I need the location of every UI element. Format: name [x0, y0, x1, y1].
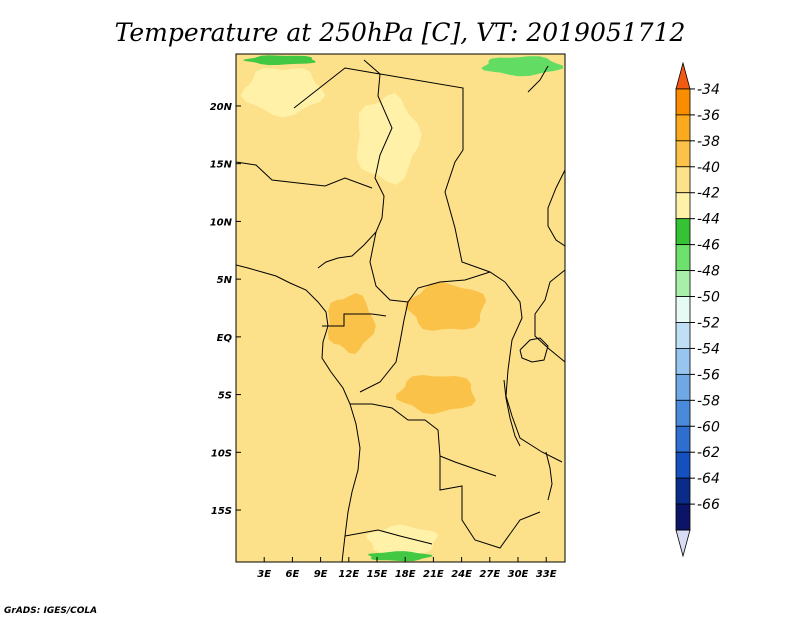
- colorbar-swatch: [675, 529, 691, 558]
- x-tick-label: 6E: [286, 569, 300, 580]
- y-tick-label: 20N: [210, 102, 233, 113]
- border-ethiopia: [547, 169, 565, 247]
- colorbar-label: -38: [697, 134, 720, 150]
- y-tick-label: 15S: [211, 506, 232, 517]
- x-tick-label: 12E: [338, 569, 359, 580]
- colorbar-label: -60: [697, 419, 720, 435]
- lake-tanganyika: [503, 379, 521, 447]
- x-tick-label: 30E: [508, 569, 529, 580]
- border-niger-algeria: [236, 161, 373, 189]
- colorbar-label: -54: [697, 341, 720, 357]
- colorbar-swatch: [675, 244, 691, 271]
- field-region-gabon-cameroon: [327, 293, 376, 354]
- field-region-libya-north: [243, 55, 316, 65]
- y-tick-label: 10N: [210, 217, 233, 228]
- colorbar-swatch: [675, 425, 691, 453]
- colorbar-swatch: [675, 114, 691, 142]
- field-region-congo-basin-north: [405, 281, 487, 331]
- colorbar-label: -58: [697, 393, 720, 409]
- x-tick-label: 9E: [314, 569, 328, 580]
- x-tick-label: 15E: [367, 569, 388, 580]
- colorbar-label: -46: [697, 238, 720, 254]
- x-tick-label: 27E: [479, 569, 500, 580]
- lake-malawi: [545, 451, 553, 501]
- country-borders: [236, 59, 565, 562]
- colorbar-label: -48: [697, 264, 720, 280]
- field-region-egypt-north: [481, 56, 564, 77]
- colorbar-label: -42: [697, 186, 720, 202]
- grads-credit: GrADS: IGES/COLA: [4, 606, 97, 616]
- latitude-axis: 20N 15N 10N 5N EQ 5S 10S 15S: [210, 102, 241, 517]
- colorbar-swatch: [675, 61, 691, 90]
- colorbar-swatch: [675, 399, 691, 427]
- map-frame: [235, 53, 566, 563]
- lake-victoria: [519, 337, 549, 363]
- temperature-field: [240, 55, 564, 562]
- y-tick-label: 5N: [217, 275, 233, 286]
- coastline-west-africa: [236, 264, 361, 562]
- field-region-northern-sahara-west: [240, 68, 326, 118]
- x-tick-label: 3E: [257, 569, 271, 580]
- colorbar-label: -64: [697, 471, 720, 487]
- coast-red-sea: [527, 65, 549, 93]
- field-region-south-africa-north: [368, 551, 433, 562]
- border-congo-drc: [359, 301, 409, 393]
- colorbar-swatch: [675, 503, 691, 531]
- border-angola-drc: [350, 403, 497, 477]
- border-angola-namibia: [344, 529, 433, 545]
- border-chad-sudan: [363, 59, 393, 219]
- colorbar-swatch: [675, 348, 691, 375]
- colorbar-swatch: [675, 373, 691, 401]
- colorbar-swatch: [675, 296, 691, 323]
- colorbar-swatch: [675, 192, 691, 220]
- x-tick-label: 24E: [451, 569, 472, 580]
- colorbar-swatch: [675, 88, 691, 116]
- colorbar-swatch: [675, 451, 691, 479]
- longitude-axis: 3E 6E 9E 12E 15E 18E 21E 24E 27E 30E 33E: [257, 557, 557, 580]
- y-tick-label: 10S: [211, 448, 232, 459]
- colorbar-swatch: [675, 140, 691, 168]
- colorbar-label: -66: [697, 497, 720, 513]
- colorbar-swatch: [675, 218, 691, 246]
- colorbar-swatch: [675, 322, 691, 349]
- colorbar-label: -44: [697, 212, 720, 228]
- map-title: Temperature at 250hPa [C], VT: 201905171…: [115, 18, 686, 47]
- colorbar-swatch: [675, 270, 691, 297]
- border-drc-east: [504, 281, 563, 463]
- colorbar: -34 -36 -38 -40 -42 -44 -46 -48 -50 -52 -54 -56 -58 -…: [675, 61, 720, 558]
- colorbar-swatch: [675, 166, 691, 194]
- border-egypt-sudan: [379, 73, 506, 283]
- colorbar-label: -62: [697, 445, 720, 461]
- x-tick-label: 33E: [536, 569, 557, 580]
- border-zambia: [439, 456, 541, 549]
- x-tick-label: 18E: [395, 569, 416, 580]
- border-gabon: [322, 313, 387, 327]
- colorbar-label: -40: [697, 160, 720, 176]
- colorbar-label: -36: [697, 108, 720, 124]
- border-east-coast: [534, 269, 565, 363]
- colorbar-label: -50: [697, 290, 720, 306]
- field-region-congo-basin-south: [395, 375, 476, 415]
- colorbar-swatch: [675, 477, 691, 505]
- map-panel: 3E 6E 9E 12E 15E 18E 21E 24E 27E 30E 33E 20N 15N 10N…: [210, 53, 566, 580]
- border-libya-chad: [293, 67, 381, 109]
- field-region-sahara-central: [356, 93, 422, 185]
- colorbar-label: -56: [697, 367, 720, 383]
- colorbar-label: -52: [697, 315, 720, 331]
- x-tick-label: 21E: [423, 569, 444, 580]
- colorbar-label: -34: [697, 82, 720, 98]
- y-tick-label: 15N: [210, 160, 233, 171]
- y-tick-label: EQ: [217, 333, 233, 344]
- y-tick-label: 5S: [218, 391, 232, 402]
